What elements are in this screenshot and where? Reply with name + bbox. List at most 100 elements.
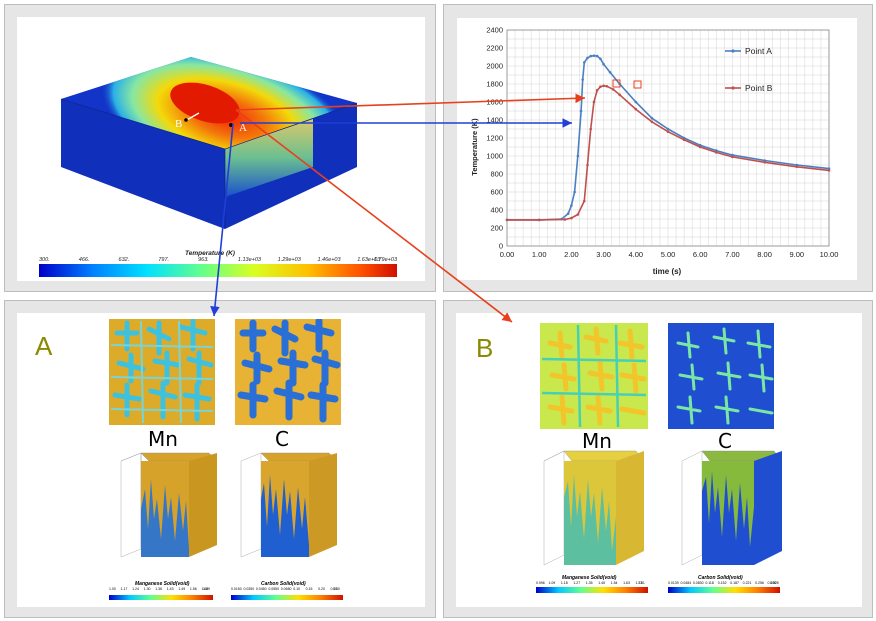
colorbar-tick-label: 0.152 xyxy=(717,581,727,585)
point-b-mn-map xyxy=(540,323,648,429)
series-point xyxy=(763,161,766,164)
colorbar-tick-label: 0.290 xyxy=(767,581,777,585)
series-point xyxy=(650,120,654,124)
colorbar-tick-label: 1.30 xyxy=(143,587,151,591)
series-point xyxy=(682,138,686,142)
y-tick-label: 800 xyxy=(490,170,503,179)
point-a-letter: A xyxy=(35,331,53,361)
colorbar-tick-label: 0.996 xyxy=(536,581,545,585)
point-a-c-3d-block xyxy=(240,452,338,558)
series-point xyxy=(795,163,799,167)
colorbar-tick-label: 963. xyxy=(198,257,209,263)
legend-marker xyxy=(731,49,735,53)
colorbar-title: Temperature (K) xyxy=(185,250,235,257)
series-point xyxy=(537,218,541,222)
x-tick-label: 4.00 xyxy=(628,250,643,259)
series-point xyxy=(634,107,638,111)
legend-label: Point B xyxy=(745,83,773,93)
point-a-mn-colorbar xyxy=(109,595,213,600)
marker-square-1 xyxy=(612,79,621,88)
point-b-c-map xyxy=(668,323,774,429)
colorbar-tick-label: 0.0350 xyxy=(243,587,255,591)
legend-marker xyxy=(731,86,735,90)
series-point xyxy=(599,57,602,61)
colorbar-tick-label: 0.0450 xyxy=(255,587,267,591)
series-point xyxy=(579,109,583,113)
point-b-mn-3d-block xyxy=(543,450,645,566)
point-b-c-colorbar-title: Carbon Solid(void) xyxy=(698,575,743,581)
legend-label: Point A xyxy=(745,46,772,56)
point-b-c-colorbar xyxy=(668,587,780,593)
series-point xyxy=(666,130,670,133)
temperature-block-svg: B A Temperature (K) 300. 466. 632. 797. 963.… xyxy=(39,57,398,277)
series-point xyxy=(608,71,612,74)
y-tick-label: 1000 xyxy=(486,152,503,161)
colorbar-tick-label: 1.18 xyxy=(560,581,568,585)
x-tick-labels: 0.00 1.00 2.00 3.00 4.00 5.00 6.00 7.00 8.00 9.00… xyxy=(500,250,839,259)
colorbar-tick-label: 0.15 xyxy=(305,587,313,591)
point-a-c-ticks: 0.0150 0.0350 0.0450 0.0550 0.0650 0.10 0.15 0.… xyxy=(231,587,343,594)
colorbar-tick-label: 300. xyxy=(39,257,50,263)
colorbar-tick-label: 0.0650 xyxy=(280,587,292,591)
x-tick-label: 2.00 xyxy=(564,250,579,259)
point-b-mn-colorbar-title: Manganese Solid(void) xyxy=(562,575,617,581)
y-tick-label: 1400 xyxy=(486,116,503,125)
y-axis-label: Temperature (K) xyxy=(470,118,479,176)
point-b-letter: B xyxy=(476,333,494,363)
point-a-mn-colorbar-title: Manganese Solid(void) xyxy=(135,581,190,587)
point-a-c-map xyxy=(235,319,341,425)
point-a-mn-map xyxy=(109,319,215,425)
y-tick-label: 1800 xyxy=(486,80,503,89)
x-tick-label: 9.00 xyxy=(789,250,804,259)
y-tick-label: 200 xyxy=(490,224,503,233)
y-tick-labels: 0 200 400 600 800 1000 1200 1400 1600 1800 2000 220… xyxy=(486,26,503,251)
x-tick-label: 0.00 xyxy=(500,250,515,259)
point-a-mn-label: Mn xyxy=(148,427,178,451)
y-tick-label: 600 xyxy=(490,188,503,197)
colorbar-tick-label: 1.72 xyxy=(635,581,643,585)
point-b-microstructure-panel: B Mn C Manganese Solid(void) xyxy=(443,300,873,618)
colorbar-tick-label: 0.256 xyxy=(755,581,764,585)
colorbar-tick-label: 1.24 xyxy=(132,587,139,591)
colorbar-tick-label: 797. xyxy=(158,257,169,263)
series-point xyxy=(576,154,580,158)
colorbar-tick-label: 1.46e+03 xyxy=(317,257,341,263)
series-point xyxy=(595,54,599,58)
y-tick-label: 1600 xyxy=(486,98,503,107)
point-a-microstructure-panel: A Mn C Manganese Solid(vo xyxy=(4,300,436,618)
series-point xyxy=(589,54,593,58)
block-left-face xyxy=(61,99,225,229)
colorbar-tick-label: 0.20 xyxy=(318,587,325,591)
x-tick-label: 6.00 xyxy=(693,250,708,259)
colorbar-tick-label: 1.56 xyxy=(189,587,197,591)
series-point xyxy=(599,85,602,88)
point-b-mn-colorbar xyxy=(536,587,648,593)
temperature-field-panel: B A Temperature (K) 300. 466. 632. 797. 963.… xyxy=(4,4,436,292)
series-point xyxy=(650,116,654,120)
series-point xyxy=(763,159,766,162)
point-b-c-ticks: 0.0139 0.0484 0.0830 0.118 0.152 0.187 0.221 0.… xyxy=(668,581,780,587)
y-tick-label: 400 xyxy=(490,206,503,215)
marker-square-2 xyxy=(633,80,642,89)
series-point xyxy=(592,100,596,104)
x-tick-label: 5.00 xyxy=(661,250,676,259)
y-tick-label: 2200 xyxy=(486,44,503,53)
series-point xyxy=(698,145,702,149)
point-b-c-label: C xyxy=(718,429,732,453)
series-point xyxy=(611,88,615,91)
colorbar-tick-label: 1.69 xyxy=(203,587,210,591)
colorbar-tick-label: 1.49 xyxy=(178,587,186,591)
y-tick-label: 2000 xyxy=(486,62,503,71)
series-point xyxy=(827,167,831,170)
colorbar-tick-label: 0.325 xyxy=(770,581,779,585)
series-point xyxy=(586,163,589,167)
series-point xyxy=(576,213,580,216)
colorbar-tick-label: 0.0550 xyxy=(268,587,280,591)
series-point xyxy=(586,56,589,60)
colorbar-tick-label: 1.81 xyxy=(638,581,645,585)
series-point xyxy=(602,84,605,88)
point-b-mn-ticks: 0.996 1.09 1.18 1.27 1.35 1.45 1.54 1.63 1.72 1.8… xyxy=(536,581,648,587)
series-point xyxy=(605,84,609,88)
colorbar-tick-label: 1.29e+03 xyxy=(278,257,302,263)
colorbar-tick-label: 1.35 xyxy=(585,581,593,585)
